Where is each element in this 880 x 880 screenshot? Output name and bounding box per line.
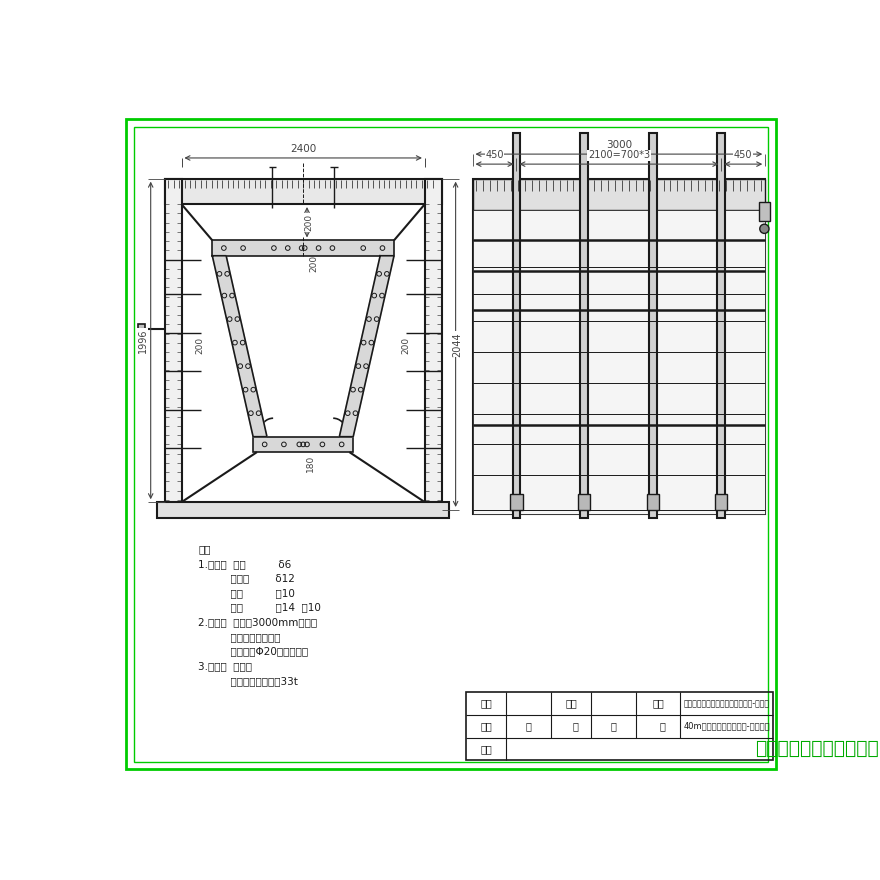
Text: 页: 页 <box>659 722 665 731</box>
Text: 200: 200 <box>401 337 411 355</box>
Text: 1996: 1996 <box>137 328 148 353</box>
Text: 2044: 2044 <box>452 332 463 356</box>
Text: 页: 页 <box>572 722 578 731</box>
Bar <box>717 133 725 517</box>
Text: 钢筋混凝土箱梁加工制作钢模板图-中梁截: 钢筋混凝土箱梁加工制作钢模板图-中梁截 <box>684 699 770 708</box>
Text: 淄博正桥钢模板有限公司: 淄博正桥钢模板有限公司 <box>755 739 878 759</box>
Text: 450: 450 <box>485 150 503 160</box>
Text: 3.重量：  如图示: 3.重量： 如图示 <box>199 661 253 671</box>
Bar <box>581 133 588 517</box>
Text: 支架          【14  【10: 支架 【14 【10 <box>199 603 321 612</box>
Bar <box>715 495 728 510</box>
Bar <box>425 179 442 510</box>
Text: 450: 450 <box>734 150 752 160</box>
Text: 200: 200 <box>304 214 313 231</box>
Text: 审定: 审定 <box>480 744 492 754</box>
Text: 注：: 注： <box>199 544 211 554</box>
Text: 2400: 2400 <box>290 144 316 154</box>
Circle shape <box>759 224 769 233</box>
Polygon shape <box>340 256 394 436</box>
Text: 审核: 审核 <box>480 722 492 731</box>
Text: 重量: 重量 <box>652 699 664 708</box>
Text: 比例: 比例 <box>565 699 577 708</box>
Bar <box>647 495 659 510</box>
Bar <box>466 693 773 760</box>
Bar <box>137 324 145 334</box>
Text: 1.用料：  面板          δ6: 1.用料： 面板 δ6 <box>199 559 291 568</box>
Text: 第: 第 <box>526 722 532 731</box>
Bar <box>649 133 656 517</box>
Text: 40m箱梁模板加工方案图-中梁截面: 40m箱梁模板加工方案图-中梁截面 <box>684 722 770 730</box>
Text: 200: 200 <box>310 255 319 272</box>
Text: 200: 200 <box>195 337 204 355</box>
Text: 上对拉与压杠一体: 上对拉与压杠一体 <box>199 632 281 642</box>
Bar <box>165 179 442 204</box>
Bar <box>759 202 770 221</box>
Text: 设计: 设计 <box>480 699 492 708</box>
Text: 180: 180 <box>305 455 314 473</box>
Bar <box>578 495 590 510</box>
Bar <box>165 179 181 510</box>
Text: 2100=700*3: 2100=700*3 <box>588 150 650 160</box>
Bar <box>253 436 353 452</box>
Bar <box>473 179 766 209</box>
Text: 连接板        δ12: 连接板 δ12 <box>199 574 296 583</box>
Text: 中梁外模每套重约33t: 中梁外模每套重约33t <box>199 676 298 686</box>
Bar <box>212 240 394 256</box>
Bar <box>510 495 523 510</box>
Polygon shape <box>212 256 267 436</box>
Text: 2.分节：  图示为3000mm标准节: 2.分节： 图示为3000mm标准节 <box>199 617 318 627</box>
Text: 背肋          【10: 背肋 【10 <box>199 588 296 598</box>
Bar <box>157 502 450 517</box>
Bar <box>473 209 766 514</box>
Bar <box>473 179 766 514</box>
Text: 下对拉用Φ20精轧螺纹钢: 下对拉用Φ20精轧螺纹钢 <box>199 647 309 656</box>
Text: 共: 共 <box>611 722 616 731</box>
Text: 3000: 3000 <box>605 140 632 150</box>
Bar <box>512 133 520 517</box>
